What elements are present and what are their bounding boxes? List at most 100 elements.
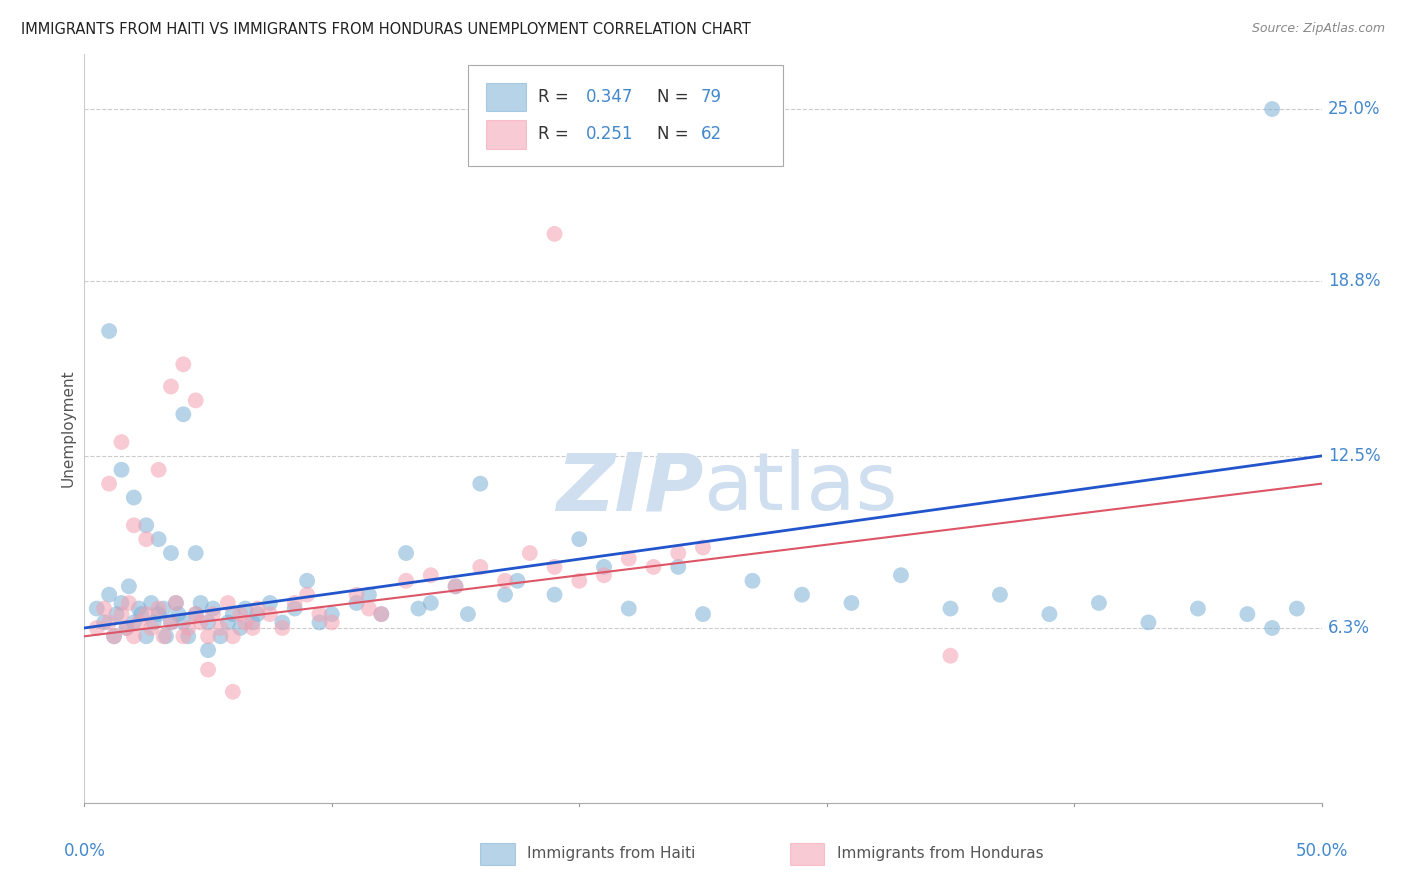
Point [246,607,269,621]
Text: 25.0%: 25.0% [1327,100,1381,118]
Point [308,615,330,630]
Bar [486,120,526,149]
Point [190,615,212,630]
Point [643,560,665,574]
Point [110,463,132,477]
Text: N =: N = [657,126,695,144]
Point [395,574,418,588]
Point [202,601,225,615]
Point [141,596,163,610]
Point [790,588,813,602]
Point [543,560,565,574]
Text: 79: 79 [700,88,721,106]
Point [419,568,441,582]
Point [617,601,640,615]
Point [295,574,318,588]
Text: 12.5%: 12.5% [1327,447,1381,465]
Point [692,541,714,555]
Point [229,621,252,635]
Point [519,546,541,560]
Point [93,601,115,615]
Point [197,629,219,643]
Point [321,607,343,621]
Point [152,601,174,615]
Point [370,607,392,621]
Point [98,588,121,602]
Point [122,615,145,630]
Point [197,663,219,677]
Point [122,518,145,533]
Point [1187,601,1209,615]
Point [172,357,194,371]
Point [284,601,307,615]
Point [98,615,121,630]
Point [110,596,132,610]
Point [202,607,225,621]
Point [184,546,207,560]
Text: R =: R = [538,126,575,144]
Text: 0.347: 0.347 [585,88,633,106]
Point [1285,601,1308,615]
Point [543,227,565,241]
Point [222,685,245,699]
Point [1236,607,1258,621]
Point [209,621,232,635]
Point [242,615,264,630]
Point [148,607,170,621]
Point [135,518,157,533]
Point [470,476,492,491]
Point [167,607,190,621]
Point [593,560,616,574]
Point [593,568,616,582]
Point [1137,615,1160,630]
Point [692,607,714,621]
Text: 0.251: 0.251 [585,126,633,144]
Point [177,621,200,635]
Point [308,607,330,621]
Point [233,615,256,630]
Point [177,629,200,643]
Point [321,615,343,630]
Point [506,574,529,588]
Point [457,607,479,621]
Point [184,393,207,408]
Point [122,491,145,505]
Point [160,615,183,630]
Point [284,596,307,610]
Point [346,588,368,602]
Point [666,560,689,574]
Point [197,643,219,657]
Point [209,629,232,643]
Point [98,324,121,338]
Point [172,615,194,630]
Point [148,532,170,546]
Point [184,607,207,621]
Text: R =: R = [538,88,575,106]
Point [110,435,132,450]
Point [741,574,763,588]
Point [115,621,138,635]
Point [165,596,187,610]
Point [543,588,565,602]
Point [370,607,392,621]
Point [939,601,962,615]
Point [1261,621,1284,635]
Text: N =: N = [657,88,695,106]
Bar [481,843,515,865]
Point [271,621,294,635]
Point [148,601,170,615]
Point [271,615,294,630]
Point [135,607,157,621]
Point [160,546,183,560]
Text: IMMIGRANTS FROM HAITI VS IMMIGRANTS FROM HONDURAS UNEMPLOYMENT CORRELATION CHART: IMMIGRANTS FROM HAITI VS IMMIGRANTS FROM… [21,22,751,37]
Point [841,596,863,610]
Point [568,574,591,588]
Point [129,607,152,621]
Bar [790,843,824,865]
Point [233,601,256,615]
Point [444,579,467,593]
Y-axis label: Unemployment: Unemployment [60,369,76,487]
Point [1261,102,1284,116]
Point [128,601,150,615]
Point [666,546,689,560]
